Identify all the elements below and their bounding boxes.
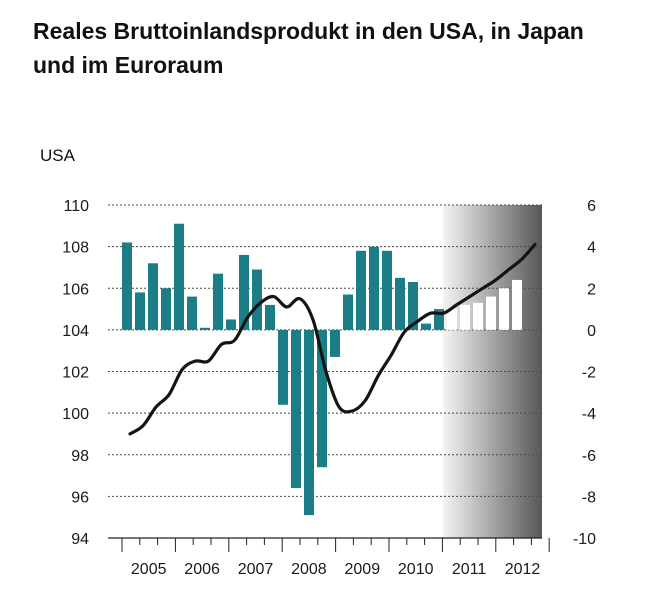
bar — [213, 273, 223, 330]
bar — [265, 304, 275, 330]
chart-title: Reales Bruttoinlandsprodukt in den USA, … — [33, 14, 643, 82]
x-axis-labels: 2005 2006 2007 2008 2009 2010 2011 2012 — [131, 561, 540, 578]
x-axis-year-label: 2012 — [505, 561, 541, 578]
bar — [187, 296, 197, 330]
right-axis-tick-label: -6 — [582, 448, 596, 465]
bars — [122, 223, 522, 516]
right-axis-tick-label: -4 — [582, 406, 596, 423]
right-axis-tick-label: -2 — [582, 365, 596, 382]
left-axis-tick-label: 102 — [62, 365, 89, 382]
chart-title-line-2: und im Euroraum — [33, 52, 224, 78]
bar — [343, 294, 353, 330]
right-axis-tick-label: 6 — [587, 198, 596, 215]
x-axis-year-label: 2011 — [452, 561, 487, 578]
bar — [148, 263, 158, 330]
left-axis-tick-label: 96 — [71, 489, 89, 506]
right-axis-tick-label: 0 — [587, 323, 596, 340]
left-axis-tick-label: 110 — [63, 198, 89, 215]
left-axis-tick-label: 106 — [62, 281, 89, 298]
forecast-bar — [486, 296, 496, 330]
line — [128, 242, 537, 436]
x-axis-year-label: 2005 — [131, 561, 167, 578]
x-axis-year-label: 2010 — [398, 561, 434, 578]
bar — [252, 269, 262, 330]
x-axis-year-label: 2007 — [238, 561, 274, 578]
chart-title-line-1: Reales Bruttoinlandsprodukt in den USA, … — [33, 18, 584, 44]
bar — [330, 329, 340, 357]
bar — [382, 250, 392, 330]
bar — [122, 242, 132, 330]
right-axis-tick-label: -8 — [582, 489, 596, 506]
bar — [356, 250, 366, 330]
left-axis-tick-label: 104 — [62, 323, 89, 340]
x-axis-year-label: 2008 — [291, 561, 327, 578]
left-axis-tick-label: 100 — [62, 406, 89, 423]
x-axis-year-label: 2006 — [184, 561, 220, 578]
left-axis-labels: 94 96 98 100 102 104 106 108 110 — [62, 198, 89, 548]
bar — [369, 246, 379, 330]
bar — [408, 282, 418, 330]
x-axis — [108, 537, 550, 552]
bar — [304, 329, 314, 516]
forecast-bar — [460, 304, 470, 330]
bar — [395, 277, 405, 330]
line-series — [128, 242, 537, 436]
bar — [135, 292, 145, 330]
bar — [200, 327, 210, 330]
bar — [291, 329, 301, 489]
bar — [278, 329, 288, 405]
left-axis-tick-label: 94 — [71, 531, 89, 548]
right-axis-tick-label: 2 — [587, 281, 596, 298]
bar — [161, 288, 171, 330]
bar — [174, 223, 184, 330]
forecast-bar — [499, 288, 509, 330]
right-axis-tick-label: 4 — [587, 240, 596, 257]
bar — [239, 254, 249, 330]
right-axis-labels: -10 -8 -6 -4 -2 0 2 4 6 — [573, 198, 596, 548]
right-axis-tick-label: -10 — [573, 531, 596, 548]
series-label: USA — [40, 146, 75, 165]
bar — [317, 329, 327, 468]
bar — [421, 323, 431, 330]
bar — [434, 309, 444, 330]
forecast-bar — [473, 302, 483, 330]
forecast-bar — [447, 309, 457, 330]
forecast-bar — [512, 279, 522, 330]
left-axis-tick-label: 98 — [71, 448, 89, 465]
x-axis-year-label: 2009 — [345, 561, 381, 578]
left-axis-tick-label: 108 — [62, 240, 89, 257]
bar — [226, 319, 236, 330]
